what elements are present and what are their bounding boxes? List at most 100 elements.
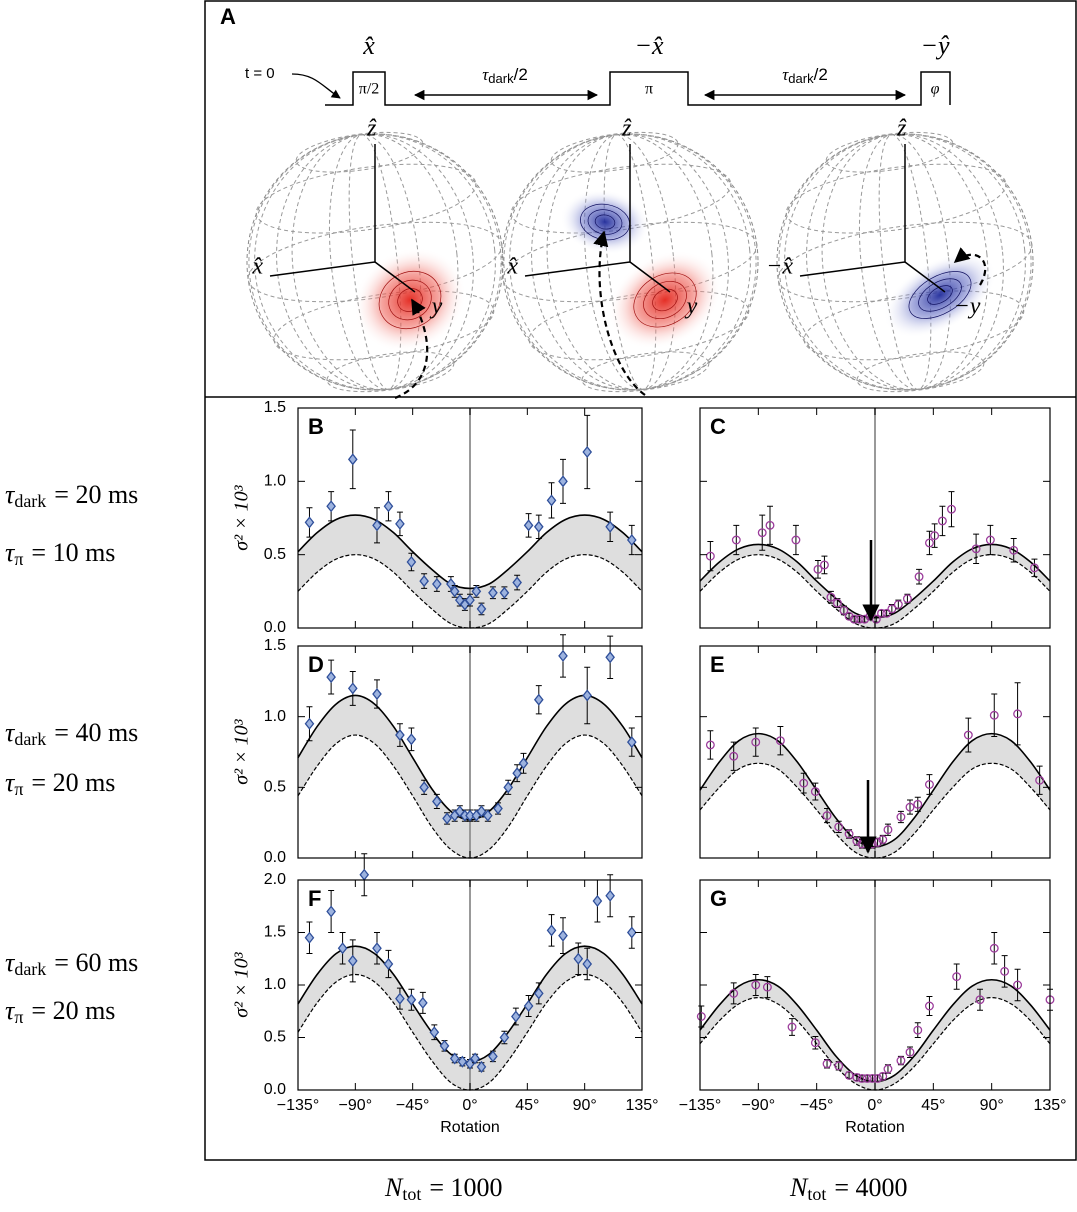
latitude <box>326 351 455 393</box>
symbol: N <box>384 1173 404 1202</box>
data-point <box>372 688 382 701</box>
error-bar <box>926 996 933 1016</box>
data-point <box>705 551 715 561</box>
data-point <box>757 528 767 538</box>
data-point <box>465 809 475 822</box>
x-tick-label: −45° <box>800 1097 834 1114</box>
panel-label: C <box>710 414 726 439</box>
data-point <box>605 520 615 533</box>
error-bar <box>1014 968 1021 1002</box>
data-point <box>751 980 761 990</box>
y-tick-label: 1.5 <box>264 924 286 941</box>
axis-label: ẑ <box>621 116 632 142</box>
data-point <box>937 516 947 526</box>
data-point <box>337 942 348 955</box>
math-label: Ntot = 4000 <box>789 1173 908 1204</box>
data-point <box>751 737 761 747</box>
data-point <box>512 576 522 589</box>
distribution <box>883 252 997 338</box>
data-point <box>905 802 915 812</box>
symbol: τ <box>5 996 16 1025</box>
delay-symbol: τ <box>782 65 789 84</box>
data-point <box>372 519 382 532</box>
data-point <box>383 500 394 513</box>
pulse-axis: −x̂ <box>634 31 664 60</box>
axis-label: −y <box>954 294 981 320</box>
contour <box>927 285 953 305</box>
latitude <box>295 131 424 173</box>
x-tick-label: 0° <box>867 1097 882 1114</box>
axis-label: −x̂ <box>766 254 793 280</box>
theory-band <box>700 733 1050 858</box>
delay-label: τdark/2 <box>482 65 528 87</box>
data-point <box>533 693 544 706</box>
data-point <box>924 1001 934 1011</box>
data-point <box>488 1050 498 1063</box>
pulse-angle: π <box>645 81 653 98</box>
data-point <box>873 1073 883 1083</box>
data-point <box>493 802 503 815</box>
data-point <box>429 1026 440 1039</box>
chart-panel: −135° −90° −45° 0° 45° 90° 135° G Rotation <box>679 879 1067 1136</box>
math-label: τdark = 60 ms <box>5 948 138 979</box>
x-axis-label: Rotation <box>440 1119 500 1136</box>
data-point <box>893 600 903 609</box>
error-bar <box>914 796 921 812</box>
data-point <box>372 942 382 955</box>
symbol: τ <box>5 718 16 747</box>
data-point <box>605 889 615 902</box>
column-labels: Ntot = 1000 Ntot = 4000 <box>384 1173 908 1204</box>
error-bar <box>767 505 773 545</box>
data-point <box>470 1052 480 1065</box>
data-point <box>499 586 510 599</box>
data-point <box>1009 545 1019 555</box>
data-point <box>406 555 417 569</box>
axis-label: ẑ <box>366 116 377 142</box>
theory-band <box>298 515 642 628</box>
error-bar <box>987 524 994 556</box>
pulse-axis: x̂ <box>362 31 375 60</box>
error-bar <box>730 741 737 771</box>
panel-label: A <box>220 4 236 29</box>
x-tick-label: −135° <box>679 1097 721 1114</box>
axis-label: ẑ <box>896 116 907 142</box>
delay-subscript: dark <box>788 71 814 86</box>
data-point <box>533 987 544 1000</box>
error-bar <box>812 782 819 801</box>
data-point <box>523 999 534 1013</box>
math-label: τπ = 20 ms <box>5 768 115 799</box>
data-point <box>395 992 405 1005</box>
data-point <box>605 651 615 664</box>
data-point <box>499 1031 510 1044</box>
rest: = 1000 <box>429 1173 502 1202</box>
error-bar <box>991 932 998 965</box>
axes <box>269 144 416 293</box>
data-point <box>419 575 429 588</box>
axes <box>524 144 671 293</box>
bloch-sphere: ẑ x̂ y <box>501 116 759 396</box>
error-bar <box>707 730 714 760</box>
contour <box>594 214 616 230</box>
latitude <box>247 221 503 303</box>
theory-band <box>700 979 1050 1090</box>
chart-panel: −135° −90° −45° 0° 45° 90° 135° 0.0 0.5 1.0 1.5 2.0… <box>231 853 659 1136</box>
symbol: τ <box>5 948 16 977</box>
math-label: τdark = 20 ms <box>5 480 138 511</box>
delay-suffix: /2 <box>814 65 828 84</box>
y-tick-label: 0.0 <box>264 1081 286 1098</box>
contour <box>388 279 432 321</box>
error-bar <box>991 693 998 737</box>
x-tick-label: 45° <box>921 1097 945 1114</box>
subscript: π <box>14 1007 23 1027</box>
x-tick-label: 45° <box>515 1097 539 1114</box>
axes <box>799 144 946 293</box>
longitude <box>503 133 757 391</box>
data-point <box>418 996 428 1009</box>
data-point <box>512 767 522 780</box>
error-bar <box>916 568 923 585</box>
data-point <box>989 943 999 953</box>
data-point <box>326 905 336 918</box>
longitude <box>778 133 1032 391</box>
data-point <box>304 717 315 730</box>
symbol: N <box>789 1173 809 1202</box>
